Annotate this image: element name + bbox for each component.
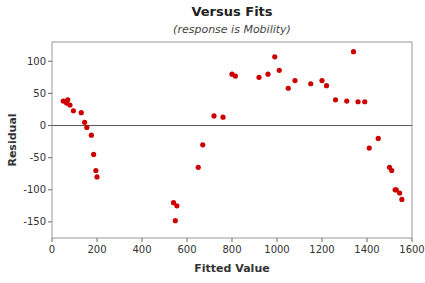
x-tick-label: 200 [87, 244, 106, 255]
x-tick [277, 238, 278, 242]
x-tick [367, 238, 368, 242]
y-tick [48, 157, 52, 158]
x-tick [142, 238, 143, 242]
y-tick-label: 50 [33, 88, 46, 99]
x-tick [52, 238, 53, 242]
point [91, 152, 96, 157]
x-tick-label: 1000 [264, 244, 289, 255]
point [67, 102, 72, 107]
x-tick [187, 238, 188, 242]
point [397, 190, 402, 195]
point [93, 168, 98, 173]
point [376, 136, 381, 141]
point [333, 97, 338, 102]
y-axis-label: Residual [6, 113, 19, 166]
point [351, 49, 356, 54]
point [65, 97, 70, 102]
point [89, 133, 94, 138]
point [79, 110, 84, 115]
y-tick-label: 0 [40, 120, 46, 131]
point [200, 142, 205, 147]
point [174, 203, 179, 208]
x-tick-label: 1200 [309, 244, 334, 255]
y-tick [48, 61, 52, 62]
y-tick-label: -150 [23, 216, 46, 227]
y-tick [48, 125, 52, 126]
point [196, 165, 201, 170]
point [220, 115, 225, 120]
x-tick-label: 1600 [399, 244, 424, 255]
y-tick [48, 221, 52, 222]
point [362, 99, 367, 104]
point [344, 99, 349, 104]
point [319, 78, 324, 83]
point [355, 99, 360, 104]
x-tick-label: 0 [49, 244, 55, 255]
point [265, 72, 270, 77]
point [256, 75, 261, 80]
title: Versus Fits [191, 4, 272, 19]
point [211, 113, 216, 118]
point [292, 78, 297, 83]
point [173, 218, 178, 223]
x-tick [97, 238, 98, 242]
point [324, 83, 329, 88]
x-tick [412, 238, 413, 242]
x-axis-label: Fitted Value [194, 262, 269, 275]
subtitle: (response is Mobility) [173, 23, 291, 36]
point [272, 54, 277, 59]
x-tick-label: 600 [177, 244, 196, 255]
plot-area [52, 49, 412, 223]
x-tick-label: 1400 [354, 244, 379, 255]
x-tick [232, 238, 233, 242]
reference-line [52, 125, 412, 126]
point [399, 197, 404, 202]
x-tick-label: 800 [222, 244, 241, 255]
y-tick-label: 100 [27, 56, 46, 67]
plot-frame [52, 42, 412, 238]
y-tick [48, 189, 52, 190]
y-tick-label: -50 [30, 152, 46, 163]
point [233, 73, 238, 78]
point [367, 145, 372, 150]
x-tick [322, 238, 323, 242]
point [389, 168, 394, 173]
point [71, 108, 76, 113]
point [286, 86, 291, 91]
x-tick-label: 400 [132, 244, 151, 255]
chart-container: 02004006008001000120014001600-150-100-50… [0, 0, 425, 283]
chart: 02004006008001000120014001600-150-100-50… [0, 0, 425, 283]
point [94, 174, 99, 179]
point [82, 120, 87, 125]
y-tick [48, 93, 52, 94]
point [308, 81, 313, 86]
point [84, 125, 89, 130]
point [277, 68, 282, 73]
y-tick-label: -100 [23, 184, 46, 195]
